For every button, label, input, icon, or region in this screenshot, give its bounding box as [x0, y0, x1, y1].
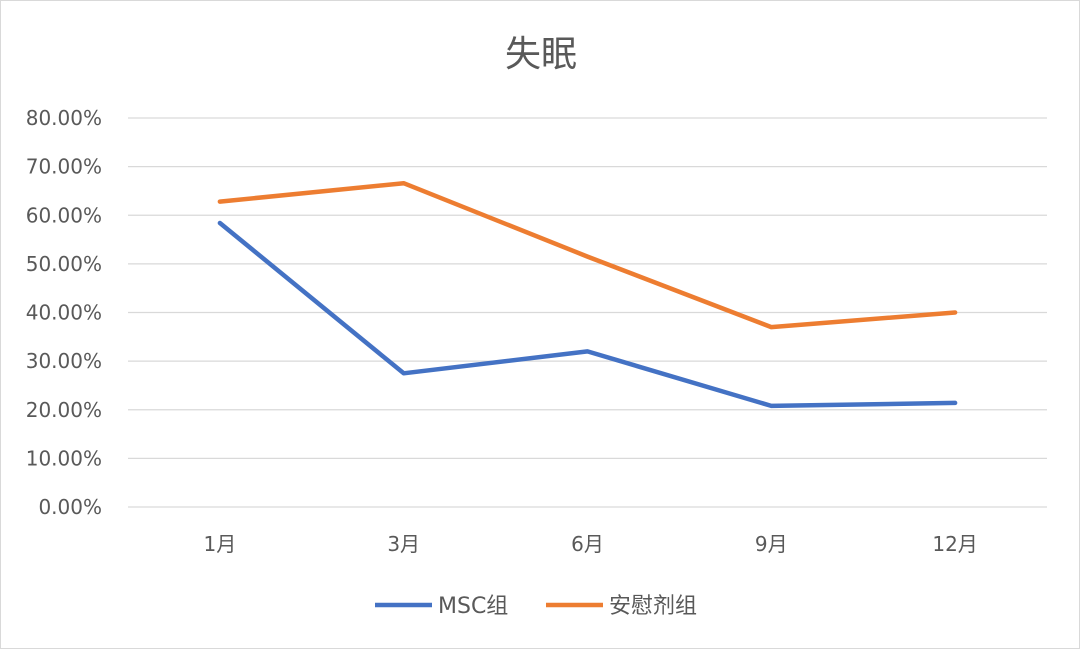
series-line — [220, 223, 955, 406]
x-axis-ticks: 1月 3月 6月 9月 12月 — [204, 532, 978, 556]
y-tick-label: 10.00% — [26, 446, 102, 470]
y-tick-label: 30.00% — [26, 349, 102, 373]
legend-label: 安慰剂组 — [609, 594, 697, 619]
y-axis-ticks: 0.00% 10.00% 20.00% 30.00% 40.00% 50.00% 60.00… — [26, 106, 102, 519]
series-lines — [220, 183, 955, 406]
x-tick-label: 6月 — [571, 532, 604, 556]
x-tick-label: 1月 — [204, 532, 237, 556]
x-tick-label: 3月 — [387, 532, 420, 556]
chart-title: 失眠 — [505, 34, 577, 75]
y-tick-label: 80.00% — [26, 106, 102, 130]
y-tick-label: 70.00% — [26, 155, 102, 179]
y-tick-label: 40.00% — [26, 301, 102, 325]
series-line — [220, 183, 955, 327]
x-tick-label: 9月 — [755, 532, 788, 556]
legend-label: MSC组 — [438, 594, 508, 619]
y-tick-label: 50.00% — [26, 252, 102, 276]
gridlines — [128, 118, 1047, 507]
legend: MSC组 安慰剂组 — [375, 594, 697, 619]
y-tick-label: 0.00% — [38, 495, 102, 519]
y-tick-label: 60.00% — [26, 203, 102, 227]
y-tick-label: 20.00% — [26, 398, 102, 422]
x-tick-label: 12月 — [932, 532, 977, 556]
